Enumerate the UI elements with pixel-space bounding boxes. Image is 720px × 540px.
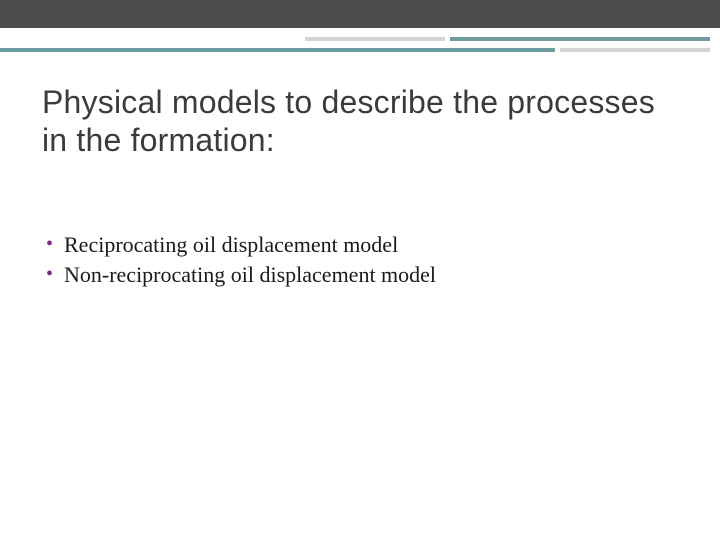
slide-title: Physical models to describe the processe… [42,84,660,160]
accent-line-3 [560,48,710,52]
list-item: Reciprocating oil displacement model [42,230,660,260]
bullet-list: Reciprocating oil displacement model Non… [42,230,660,289]
accent-line-4 [0,48,555,52]
accent-line-1 [305,37,445,41]
slide-body: Reciprocating oil displacement model Non… [42,230,660,289]
list-item: Non-reciprocating oil displacement model [42,260,660,290]
top-bar [0,0,720,28]
slide: Physical models to describe the processe… [0,0,720,540]
accent-line-2 [450,37,710,41]
